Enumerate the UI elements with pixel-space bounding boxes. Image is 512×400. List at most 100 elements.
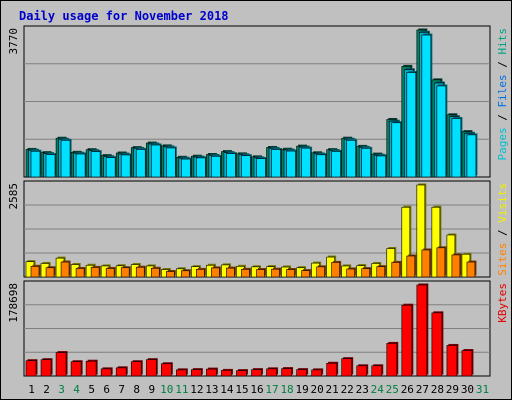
bar-sites-day-15 [241, 269, 250, 278]
bar-sites-day-21 [331, 262, 340, 278]
bar-sites-day-23 [361, 268, 371, 278]
legend-entry: KBytes [496, 283, 509, 323]
bar-kbytes-day-8 [130, 361, 142, 377]
legend-entry: Hits [496, 28, 509, 55]
bar-pages-day-13 [211, 156, 221, 178]
bar-pages-day-10 [165, 147, 176, 178]
legend-kbytes: KBytes [496, 283, 509, 323]
x-tick-label-5: 5 [88, 383, 95, 396]
bar-sites-day-1 [30, 266, 40, 278]
bar-sites-day-9 [150, 267, 160, 278]
bar-visits-day-27 [416, 184, 426, 278]
legend-visits-sites: Sites / Visits [496, 183, 509, 276]
x-tick-label-20: 20 [311, 383, 324, 396]
bar-kbytes-day-9 [145, 359, 157, 377]
bar-pages-day-3 [60, 140, 71, 178]
bar-sites-day-19 [301, 270, 310, 278]
bar-kbytes-day-13 [206, 368, 217, 377]
bar-pages-day-21 [331, 151, 341, 178]
bar-sites-day-12 [196, 269, 205, 278]
bar-kbytes-day-15 [236, 370, 247, 377]
bar-sites-day-7 [120, 267, 130, 278]
bar-sites-day-24 [376, 266, 386, 278]
axis-max-label-visits-sites: 2585 [7, 183, 20, 210]
legend-entry: Pages [496, 127, 509, 160]
bar-pages-day-26 [406, 72, 417, 178]
bar-pages-day-1 [30, 150, 41, 178]
bar-pages-day-2 [45, 154, 56, 178]
bar-pages-day-24 [376, 155, 387, 178]
bar-kbytes-day-18 [281, 368, 292, 377]
bar-sites-day-16 [256, 269, 265, 278]
bar-sites-day-6 [105, 268, 115, 278]
axis-max-label-hits-files-pages: 3770 [7, 28, 20, 55]
bar-sites-day-10 [165, 271, 175, 278]
bar-kbytes-day-24 [371, 365, 383, 377]
bar-kbytes-day-16 [251, 369, 262, 377]
x-tick-label-26: 26 [401, 383, 414, 396]
bar-kbytes-day-20 [311, 369, 322, 377]
x-tick-label-31: 31 [476, 383, 489, 396]
x-tick-label-18: 18 [280, 383, 293, 396]
bar-pages-day-27 [421, 34, 432, 178]
bar-pages-day-9 [150, 144, 161, 178]
bar-kbytes-day-14 [221, 370, 232, 377]
bar-sites-day-13 [211, 267, 220, 278]
x-tick-label-30: 30 [461, 383, 474, 396]
bar-pages-day-15 [241, 155, 251, 178]
bar-pages-day-16 [256, 158, 266, 178]
bar-sites-day-2 [45, 267, 55, 278]
bar-kbytes-day-7 [115, 367, 127, 377]
bar-pages-day-6 [105, 157, 116, 178]
x-tick-label-2: 2 [43, 383, 50, 396]
bar-kbytes-day-19 [296, 369, 307, 377]
x-tick-label-1: 1 [28, 383, 35, 396]
x-tick-label-4: 4 [73, 383, 80, 396]
bar-sites-day-28 [436, 247, 446, 278]
bar-kbytes-day-27 [416, 284, 428, 377]
legend-hits-files-pages: Pages / Files / Hits [496, 28, 509, 161]
x-tick-label-17: 17 [265, 383, 278, 396]
bar-kbytes-day-3 [55, 352, 67, 377]
bar-pages-day-25 [391, 122, 402, 178]
bar-sites-day-18 [286, 269, 295, 278]
x-tick-label-3: 3 [58, 383, 65, 396]
x-tick-label-27: 27 [416, 383, 429, 396]
bar-pages-day-20 [316, 154, 326, 178]
legend-entry: Visits [496, 183, 509, 223]
bar-sites-day-30 [466, 261, 476, 278]
x-tick-label-22: 22 [341, 383, 354, 396]
bar-kbytes-day-29 [446, 345, 458, 377]
bar-pages-day-22 [346, 140, 356, 178]
bar-kbytes-day-2 [40, 359, 52, 377]
bar-pages-day-8 [135, 149, 146, 178]
x-tick-label-9: 9 [148, 383, 155, 396]
x-tick-label-19: 19 [295, 383, 308, 396]
bar-pages-day-12 [196, 157, 206, 178]
x-tick-label-25: 25 [386, 383, 399, 396]
bar-pages-day-29 [451, 118, 462, 178]
x-tick-label-21: 21 [326, 383, 339, 396]
bar-pages-day-28 [436, 85, 447, 178]
bar-kbytes-day-25 [386, 343, 398, 377]
bar-kbytes-day-1 [25, 360, 37, 377]
bar-sites-day-20 [316, 266, 325, 278]
legend-entry: Files [496, 74, 509, 107]
bar-visits-day-26 [401, 206, 411, 278]
bar-sites-day-4 [75, 268, 85, 278]
bar-kbytes-day-11 [176, 369, 187, 377]
bar-kbytes-day-12 [191, 369, 202, 377]
bar-sites-day-25 [391, 262, 401, 278]
bar-pages-day-14 [226, 153, 236, 178]
x-tick-label-12: 12 [190, 383, 203, 396]
x-tick-label-11: 11 [175, 383, 188, 396]
bar-visits-day-28 [431, 206, 441, 278]
x-tick-label-8: 8 [133, 383, 140, 396]
x-tick-label-16: 16 [250, 383, 263, 396]
x-tick-label-29: 29 [446, 383, 459, 396]
x-tick-label-28: 28 [431, 383, 444, 396]
axis-max-label-kbytes: 178698 [7, 283, 20, 323]
legend-entry: Sites [496, 243, 509, 276]
bar-kbytes-day-23 [356, 365, 368, 377]
